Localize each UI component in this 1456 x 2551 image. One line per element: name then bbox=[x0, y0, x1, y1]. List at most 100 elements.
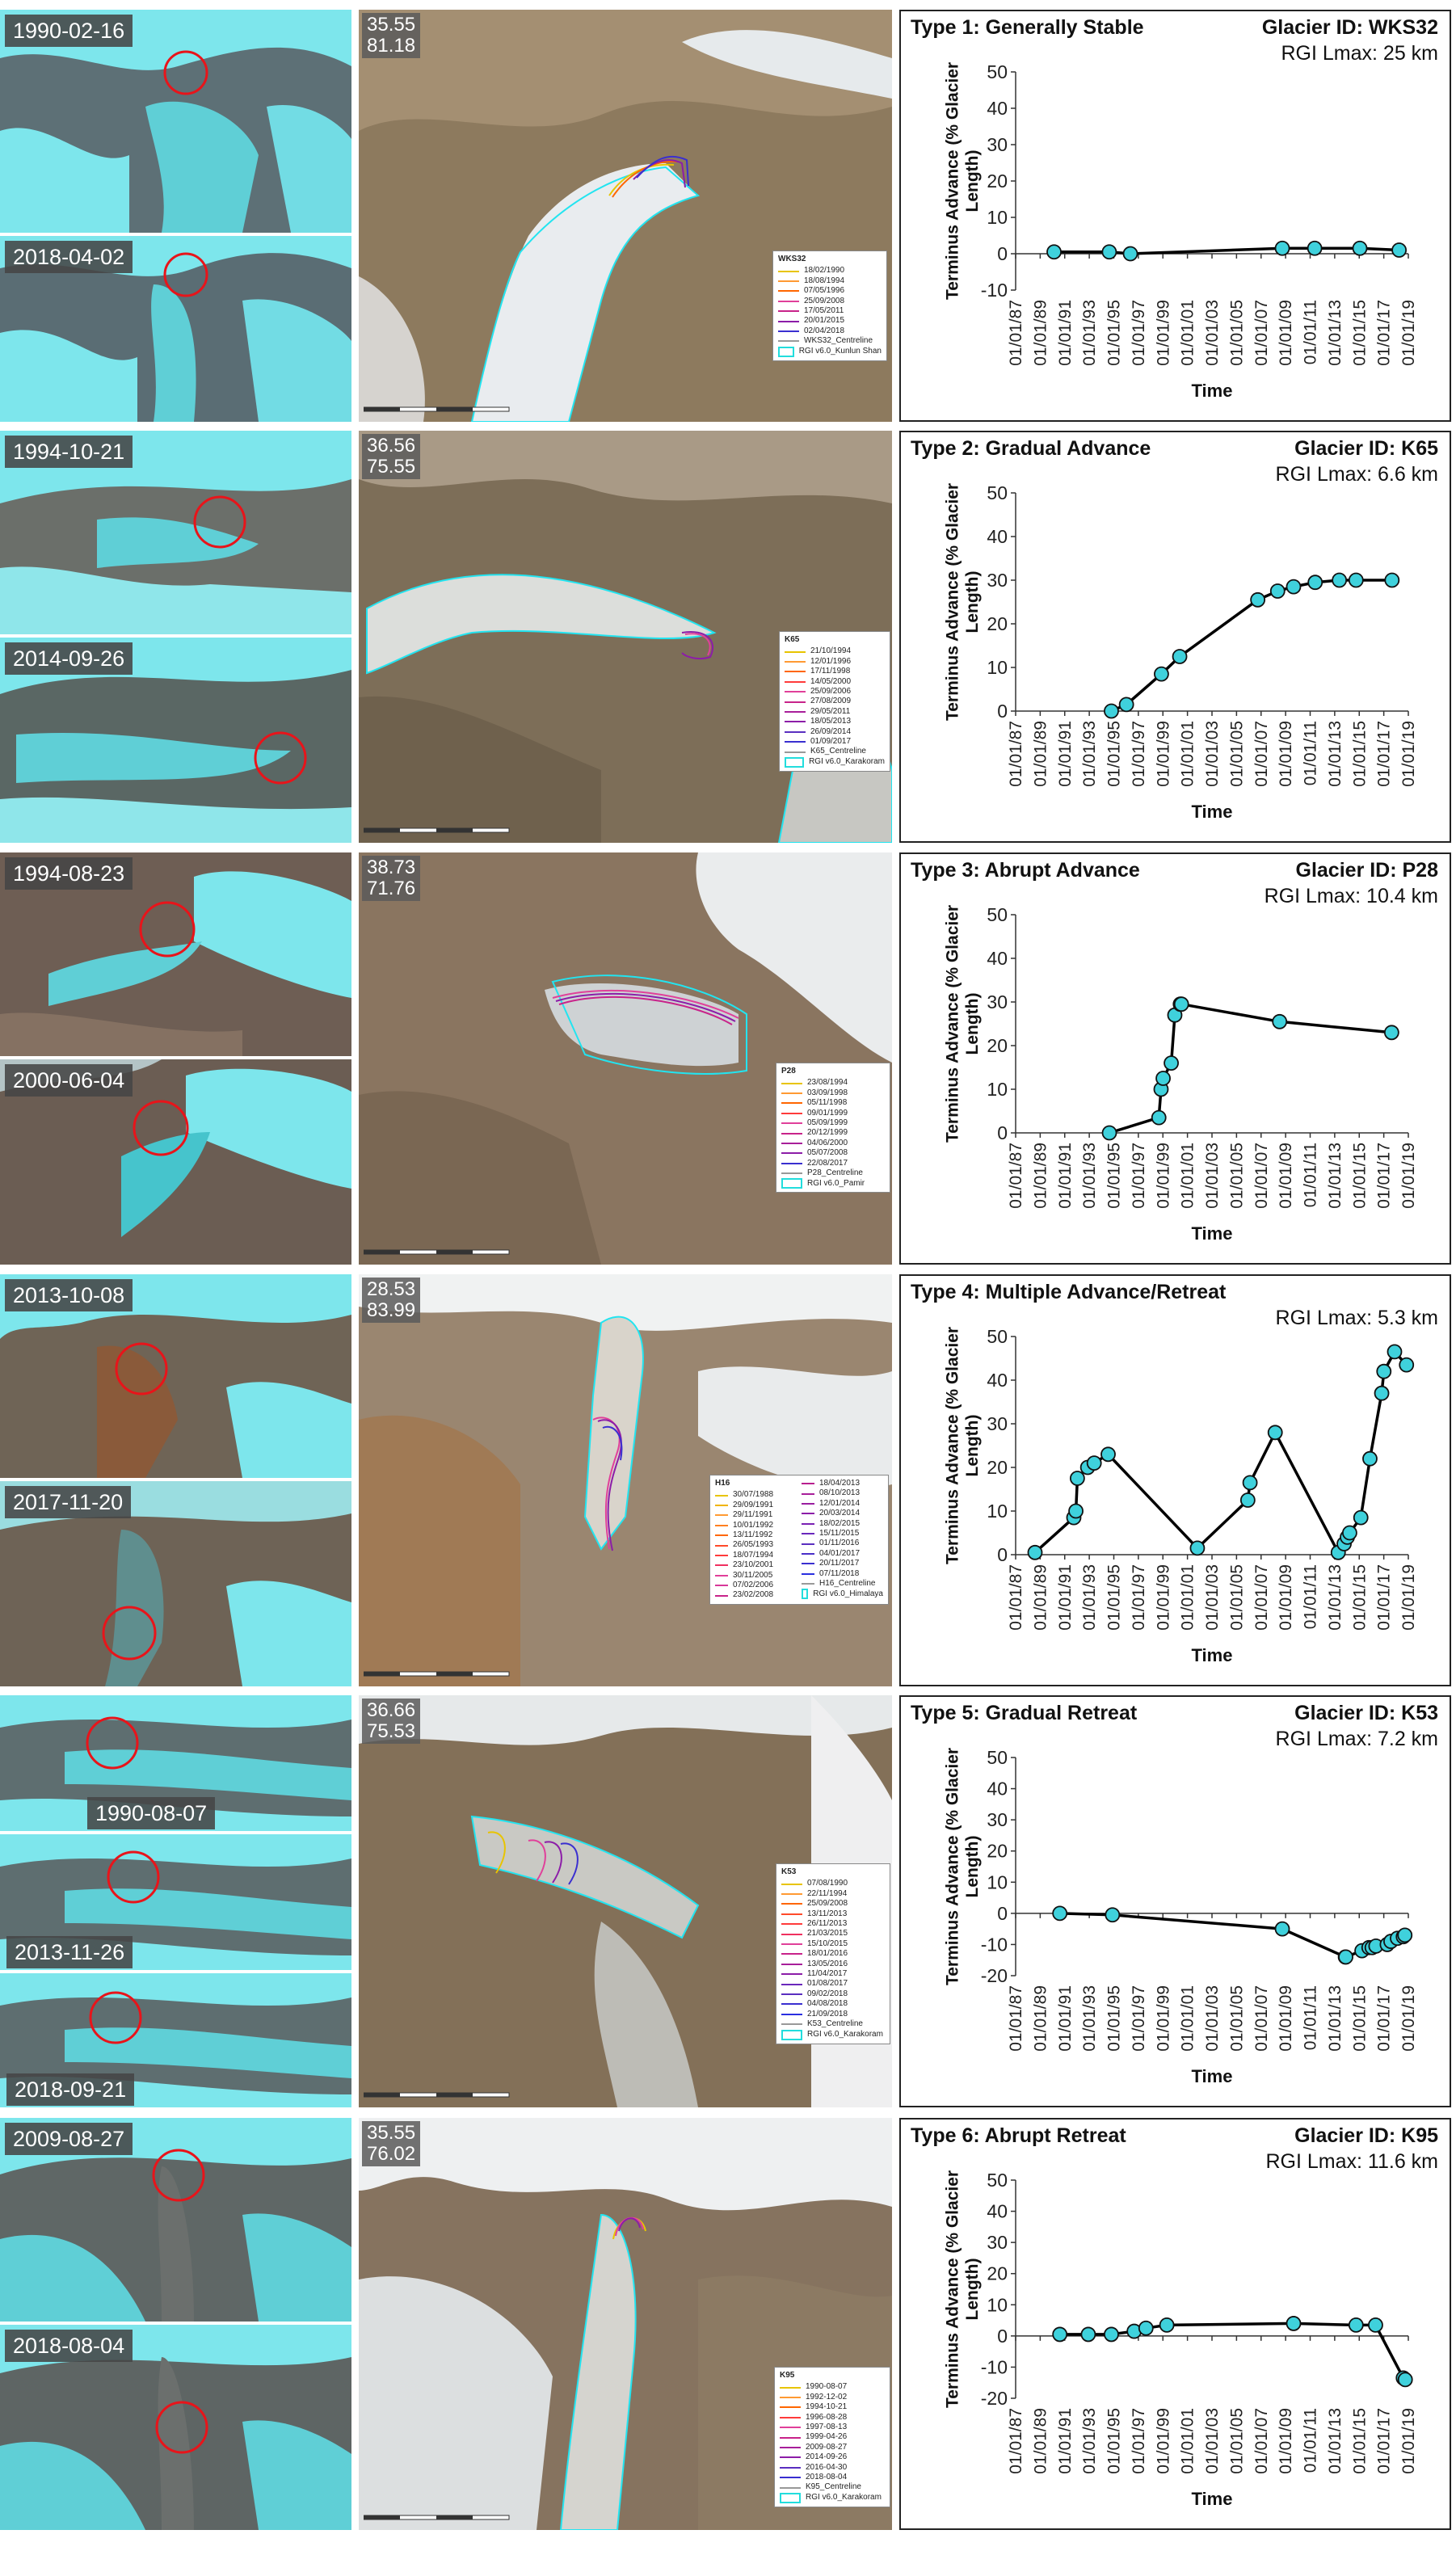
x-tick-label: 01/01/03 bbox=[1203, 2408, 1222, 2474]
data-point bbox=[1105, 1907, 1121, 1923]
data-point bbox=[1307, 575, 1323, 591]
x-tick-label: 01/01/09 bbox=[1277, 1564, 1295, 1631]
y-tick-label: 0 bbox=[997, 243, 1008, 264]
legend-item: 29/09/1991 bbox=[715, 1501, 797, 1510]
rgi-lmax: RGI Lmax: 6.6 km bbox=[1275, 463, 1438, 486]
chart-title: Type 3: Abrupt Advance bbox=[911, 859, 1140, 882]
y-tick-label: 30 bbox=[987, 1809, 1008, 1830]
map-legend: WKS32 18/02/1990 18/08/1994 07/05/1996 2… bbox=[772, 250, 887, 361]
x-tick-label: 01/01/05 bbox=[1227, 1985, 1246, 2052]
x-tick-label: 01/01/93 bbox=[1080, 1143, 1099, 1209]
scale-bar bbox=[364, 2515, 510, 2520]
x-tick-label: 01/01/09 bbox=[1277, 1985, 1295, 2052]
data-point bbox=[1052, 1905, 1068, 1922]
x-tick-label: 01/01/11 bbox=[1302, 1985, 1320, 2050]
terminus-circle bbox=[152, 2149, 205, 2202]
data-point bbox=[1052, 2326, 1068, 2343]
legend-item: 25/09/2008 bbox=[781, 1899, 885, 1909]
legend-item: 15/10/2015 bbox=[781, 1939, 885, 1949]
series-line bbox=[1109, 1002, 1392, 1134]
data-point bbox=[1286, 579, 1302, 595]
image-date-label: 2018-04-02 bbox=[5, 241, 133, 273]
satellite-thumbnail-after: 2000-06-04 bbox=[0, 1059, 351, 1265]
legend-item: 26/11/2013 bbox=[781, 1919, 885, 1929]
y-axis-title: Terminus Advance (% GlacierLength) bbox=[944, 62, 982, 300]
terminus-advance-chart: -20 -10 0 10 20 30 40 50 01/01/87 01/01/89 01/01/9… bbox=[944, 2170, 1418, 2509]
data-point bbox=[1391, 242, 1408, 258]
x-tick-label: 01/01/89 bbox=[1031, 300, 1050, 366]
x-tick-label: 01/01/91 bbox=[1056, 300, 1075, 366]
x-tick-label: 01/01/99 bbox=[1154, 2408, 1172, 2474]
x-tick-label: 01/01/89 bbox=[1031, 1985, 1050, 2052]
data-point bbox=[1338, 1949, 1353, 1965]
data-point bbox=[1387, 1344, 1403, 1360]
data-point bbox=[1362, 1450, 1378, 1467]
panel-row-2: 1994-10-21 2014-09-26 36.56 75.55 K65 21… bbox=[0, 431, 1456, 843]
legend-item: 18/02/2015 bbox=[802, 1519, 883, 1529]
map-legend: K65 21/10/1994 12/01/1996 17/11/1998 14/… bbox=[779, 631, 890, 772]
y-tick-label: 30 bbox=[987, 2232, 1008, 2253]
legend-item: 03/09/1998 bbox=[781, 1088, 885, 1098]
chart-title: Type 1: Generally Stable bbox=[911, 16, 1144, 39]
data-point bbox=[1348, 2317, 1364, 2333]
legend-centreline: WKS32_Centreline bbox=[778, 336, 882, 346]
legend-item: 01/08/2017 bbox=[781, 1979, 885, 1989]
x-tick-label: 01/01/07 bbox=[1252, 2408, 1271, 2474]
legend-centreline: H16_Centreline bbox=[802, 1579, 883, 1589]
data-point bbox=[1189, 1540, 1206, 1556]
x-tick-label: 01/01/17 bbox=[1375, 1564, 1394, 1631]
legend-item: 12/01/1996 bbox=[785, 657, 885, 667]
terminus-advance-chart: -10 0 10 20 30 40 50 01/01/87 01/01/89 01/01/91 01… bbox=[944, 61, 1418, 401]
terminus-position-lines bbox=[592, 1417, 623, 1551]
data-point bbox=[1104, 703, 1119, 719]
image-date-label: 2018-08-04 bbox=[5, 2330, 133, 2362]
y-tick-label: 10 bbox=[987, 657, 1008, 678]
x-tick-label: 01/01/91 bbox=[1056, 721, 1075, 787]
x-tick-label: 01/01/07 bbox=[1252, 1564, 1271, 1631]
data-point bbox=[1348, 572, 1364, 588]
x-tick-label: 01/01/93 bbox=[1080, 721, 1099, 787]
y-tick-label: 30 bbox=[987, 134, 1008, 155]
y-tick-label: 20 bbox=[987, 170, 1008, 192]
legend-item: 21/10/1994 bbox=[785, 646, 885, 656]
legend-item: 18/05/2013 bbox=[785, 717, 885, 726]
satellite-thumbnail-after: 2018-04-02 bbox=[0, 236, 351, 422]
y-tick-label: 40 bbox=[987, 526, 1008, 547]
legend-item: 29/05/2011 bbox=[785, 707, 885, 717]
x-tick-label: 01/01/99 bbox=[1154, 721, 1172, 787]
x-tick-label: 01/01/07 bbox=[1252, 1143, 1271, 1209]
chart-title: Type 4: Multiple Advance/Retreat bbox=[911, 1281, 1227, 1303]
x-tick-label: 01/01/87 bbox=[1007, 1143, 1025, 1209]
image-date-label: 2013-11-26 bbox=[6, 1936, 133, 1968]
legend-rgi-outline: RGI v6.0_Pamir bbox=[781, 1178, 885, 1189]
terminus-circle bbox=[254, 731, 307, 785]
x-tick-label: 01/01/15 bbox=[1350, 1985, 1369, 2052]
x-tick-label: 01/01/87 bbox=[1007, 2408, 1025, 2474]
x-tick-label: 01/01/93 bbox=[1080, 300, 1099, 366]
satellite-thumbnail-after: 2017-11-20 bbox=[0, 1481, 351, 1686]
y-tick-label: 40 bbox=[987, 98, 1008, 119]
data-point bbox=[1397, 1927, 1413, 1943]
satellite-thumbnail-before: 1994-10-21 bbox=[0, 431, 351, 634]
x-tick-label: 01/01/13 bbox=[1326, 1143, 1344, 1209]
x-tick-label: 01/01/11 bbox=[1302, 721, 1320, 785]
x-tick-label: 01/01/95 bbox=[1105, 1564, 1124, 1631]
legend-item: 17/11/1998 bbox=[785, 667, 885, 676]
y-tick-label: 0 bbox=[997, 1544, 1008, 1565]
data-point bbox=[1159, 2317, 1175, 2333]
x-tick-label: 01/01/97 bbox=[1130, 2408, 1148, 2474]
x-tick-label: 01/01/03 bbox=[1203, 721, 1222, 787]
data-point bbox=[1068, 1503, 1084, 1519]
image-date-label: 1990-08-07 bbox=[87, 1797, 216, 1829]
terminus-circle bbox=[86, 1716, 139, 1770]
y-tick-label: 10 bbox=[987, 2294, 1008, 2315]
legend-rgi-outline: RGI v6.0_Himalaya bbox=[802, 1589, 883, 1600]
x-tick-label: 01/01/89 bbox=[1031, 1564, 1050, 1631]
y-tick-label: 50 bbox=[987, 1326, 1008, 1347]
x-tick-label: 01/01/91 bbox=[1056, 1985, 1075, 2052]
legend-item: 1994-10-21 bbox=[780, 2402, 885, 2412]
data-point bbox=[1027, 1544, 1043, 1560]
map-legend: P28 23/08/1994 03/09/1998 05/11/1998 09/… bbox=[776, 1063, 890, 1193]
x-tick-label: 01/01/97 bbox=[1130, 1143, 1148, 1209]
x-tick-label: 01/01/19 bbox=[1399, 1564, 1418, 1631]
